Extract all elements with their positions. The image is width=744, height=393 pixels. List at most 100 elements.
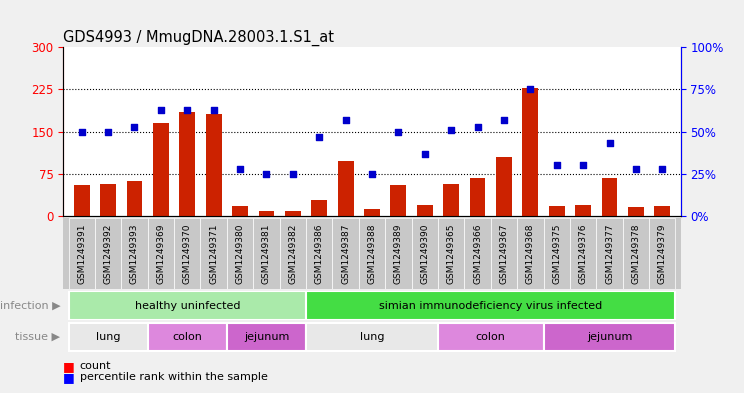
Bar bbox=[148, 323, 227, 351]
Point bbox=[419, 151, 431, 157]
Point bbox=[577, 162, 589, 169]
Text: tissue ▶: tissue ▶ bbox=[15, 332, 60, 342]
Point bbox=[630, 166, 642, 172]
Text: colon: colon bbox=[476, 332, 506, 342]
Text: GSM1249386: GSM1249386 bbox=[315, 224, 324, 284]
Bar bbox=[517, 218, 544, 289]
Point bbox=[392, 129, 404, 135]
Bar bbox=[544, 218, 570, 289]
Point bbox=[182, 107, 193, 113]
Point bbox=[472, 123, 484, 130]
Text: ■: ■ bbox=[63, 371, 75, 384]
Bar bbox=[522, 88, 538, 216]
Bar bbox=[469, 178, 486, 216]
Point bbox=[525, 86, 536, 93]
Text: lung: lung bbox=[96, 332, 121, 342]
Text: GSM1249390: GSM1249390 bbox=[420, 224, 429, 284]
Text: ■: ■ bbox=[63, 360, 75, 373]
Bar bbox=[68, 323, 148, 351]
Bar bbox=[549, 206, 565, 216]
Bar bbox=[179, 112, 195, 216]
Text: GSM1249391: GSM1249391 bbox=[77, 224, 86, 284]
Text: healthy uninfected: healthy uninfected bbox=[135, 301, 240, 310]
Text: GSM1249381: GSM1249381 bbox=[262, 224, 271, 284]
Text: GSM1249370: GSM1249370 bbox=[183, 224, 192, 284]
Bar bbox=[491, 218, 517, 289]
Bar bbox=[126, 181, 142, 216]
Bar bbox=[359, 218, 385, 289]
Bar bbox=[258, 211, 275, 216]
Text: GSM1249371: GSM1249371 bbox=[209, 224, 218, 284]
Bar bbox=[206, 114, 222, 216]
Point bbox=[102, 129, 114, 135]
Point bbox=[656, 166, 668, 172]
Text: lung: lung bbox=[360, 332, 384, 342]
Text: GSM1249376: GSM1249376 bbox=[579, 224, 588, 284]
Bar bbox=[311, 200, 327, 216]
Text: GSM1249366: GSM1249366 bbox=[473, 224, 482, 284]
Bar bbox=[570, 218, 596, 289]
Text: GSM1249389: GSM1249389 bbox=[394, 224, 403, 284]
Text: jejunum: jejunum bbox=[587, 332, 632, 342]
Text: percentile rank within the sample: percentile rank within the sample bbox=[80, 372, 268, 382]
Bar bbox=[280, 218, 306, 289]
Point bbox=[498, 117, 510, 123]
Bar bbox=[68, 218, 95, 289]
Bar bbox=[411, 218, 438, 289]
Bar bbox=[575, 205, 591, 216]
Bar bbox=[391, 185, 406, 216]
Point bbox=[603, 140, 615, 147]
Text: GSM1249365: GSM1249365 bbox=[446, 224, 455, 284]
Text: GSM1249368: GSM1249368 bbox=[526, 224, 535, 284]
Bar bbox=[285, 211, 301, 216]
Bar bbox=[443, 184, 459, 216]
Text: GSM1249380: GSM1249380 bbox=[236, 224, 245, 284]
Text: infection ▶: infection ▶ bbox=[0, 301, 60, 310]
Bar bbox=[100, 184, 116, 216]
Bar bbox=[306, 323, 438, 351]
Bar bbox=[253, 218, 280, 289]
Text: GSM1249393: GSM1249393 bbox=[130, 224, 139, 284]
Point bbox=[260, 171, 272, 177]
Point bbox=[340, 117, 352, 123]
Bar bbox=[227, 218, 253, 289]
Text: simian immunodeficiency virus infected: simian immunodeficiency virus infected bbox=[379, 301, 603, 310]
Bar bbox=[232, 206, 248, 216]
Bar bbox=[306, 218, 333, 289]
Bar bbox=[174, 218, 200, 289]
Bar bbox=[121, 218, 148, 289]
Text: GSM1249377: GSM1249377 bbox=[605, 224, 614, 284]
Text: GSM1249382: GSM1249382 bbox=[289, 224, 298, 284]
Bar bbox=[596, 218, 623, 289]
Bar bbox=[649, 218, 676, 289]
Bar bbox=[200, 218, 227, 289]
Bar bbox=[602, 178, 618, 216]
Bar bbox=[544, 323, 676, 351]
Bar bbox=[496, 157, 512, 216]
Bar bbox=[306, 292, 676, 320]
Bar bbox=[417, 205, 433, 216]
Point bbox=[129, 123, 141, 130]
Bar bbox=[623, 218, 649, 289]
Point bbox=[155, 107, 167, 113]
Text: GSM1249387: GSM1249387 bbox=[341, 224, 350, 284]
Bar bbox=[364, 209, 380, 216]
Point bbox=[76, 129, 88, 135]
Bar bbox=[153, 123, 169, 216]
Bar bbox=[655, 206, 670, 216]
Point bbox=[313, 134, 325, 140]
Text: GSM1249375: GSM1249375 bbox=[552, 224, 561, 284]
Bar bbox=[227, 323, 306, 351]
Text: GSM1249379: GSM1249379 bbox=[658, 224, 667, 284]
Bar bbox=[438, 323, 544, 351]
Text: jejunum: jejunum bbox=[244, 332, 289, 342]
Text: GDS4993 / MmugDNA.28003.1.S1_at: GDS4993 / MmugDNA.28003.1.S1_at bbox=[63, 29, 334, 46]
Text: colon: colon bbox=[173, 332, 202, 342]
Bar bbox=[74, 185, 89, 216]
Bar bbox=[464, 218, 491, 289]
Bar bbox=[338, 161, 353, 216]
Point bbox=[551, 162, 562, 169]
Bar bbox=[385, 218, 411, 289]
Text: GSM1249369: GSM1249369 bbox=[156, 224, 165, 284]
Point bbox=[287, 171, 299, 177]
